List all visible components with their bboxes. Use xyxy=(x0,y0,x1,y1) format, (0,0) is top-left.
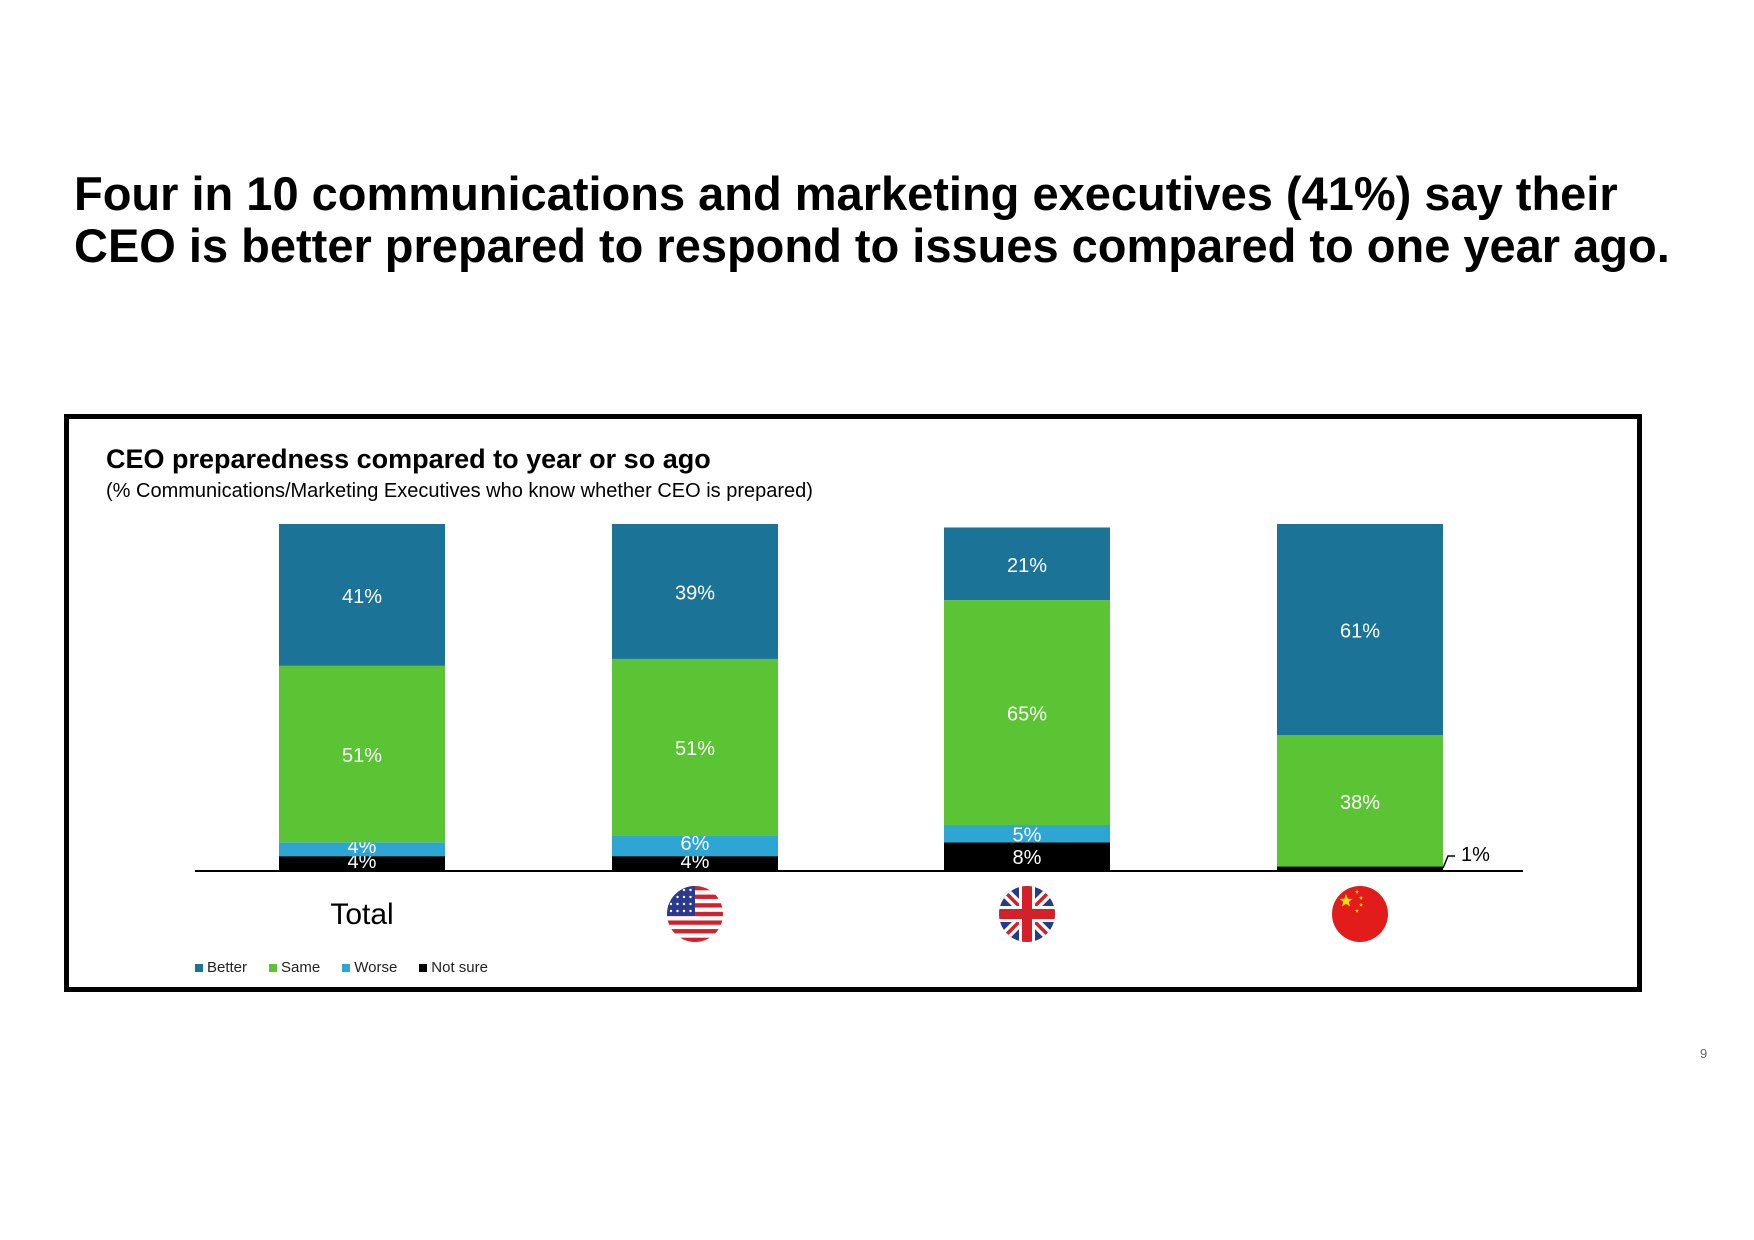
uk-flag-icon xyxy=(999,886,1055,942)
bar-total-worse xyxy=(279,842,445,857)
legend-swatch-not-sure xyxy=(419,963,428,972)
bar-us-same xyxy=(612,658,778,836)
chart-legend: Better Same Worse Not sure xyxy=(195,959,488,976)
bar-china-better xyxy=(1277,524,1443,736)
legend-item-better: Better xyxy=(195,959,247,976)
legend-item-same: Same xyxy=(269,959,320,976)
legend-label-worse: Worse xyxy=(354,959,398,976)
data-label-us-not-sure: 4% xyxy=(681,851,710,873)
bar-us-not-sure xyxy=(612,856,778,870)
bar-uk-worse xyxy=(944,825,1110,843)
category-label-total: Total xyxy=(330,898,393,931)
leader-line-china-not-sure xyxy=(1442,855,1455,869)
data-label-uk-worse: 5% xyxy=(1013,825,1042,847)
bar-us-worse xyxy=(612,835,778,857)
data-label-total-better: 41% xyxy=(342,586,382,608)
legend-item-worse: Worse xyxy=(342,959,397,976)
bar-uk-same xyxy=(944,600,1110,826)
legend-item-not-sure: Not sure xyxy=(419,959,488,976)
bar-uk-better xyxy=(944,527,1110,601)
legend-swatch-same xyxy=(269,963,278,972)
data-label-total-not-sure: 4% xyxy=(348,851,377,873)
headline: Four in 10 communications and marketing … xyxy=(74,168,1714,272)
bar-uk-not-sure xyxy=(944,842,1110,870)
headline-line-1: Four in 10 communications and marketing … xyxy=(74,167,1618,220)
legend-label-same: Same xyxy=(281,959,321,976)
data-label-total-same: 51% xyxy=(342,745,382,767)
legend-label-not-sure: Not sure xyxy=(431,959,488,976)
bar-total-same xyxy=(279,665,445,843)
bar-us-better xyxy=(612,524,778,659)
bar-total-not-sure xyxy=(279,856,445,870)
chart-panel: CEO preparedness compared to year or so … xyxy=(64,414,1642,992)
data-label-china-not-sure: 1% xyxy=(1461,844,1490,866)
chart-subtitle: (% Communications/Marketing Executives w… xyxy=(106,480,813,502)
stacked-bar-chart: 4%4%51%41%4%6%51%39%8%5%65%21%1%38%61%To… xyxy=(195,524,1523,942)
data-label-uk-same: 65% xyxy=(1007,704,1047,726)
data-label-us-better: 39% xyxy=(675,582,715,604)
us-flag-icon xyxy=(667,886,723,942)
chart-title: CEO preparedness compared to year or so … xyxy=(106,444,711,474)
data-label-china-same: 38% xyxy=(1340,792,1380,814)
bar-china-not-sure xyxy=(1277,866,1443,870)
data-label-uk-not-sure: 8% xyxy=(1013,847,1042,869)
headline-line-2: CEO is better prepared to respond to iss… xyxy=(74,219,1670,272)
bar-total-better xyxy=(279,524,445,666)
legend-label-better: Better xyxy=(207,959,248,976)
legend-swatch-better xyxy=(195,963,203,972)
data-label-us-worse: 6% xyxy=(681,833,710,855)
bar-china-same xyxy=(1277,735,1443,867)
data-label-china-better: 61% xyxy=(1340,621,1380,643)
data-label-uk-better: 21% xyxy=(1007,555,1047,577)
china-flag-icon xyxy=(1332,886,1388,942)
data-label-us-same: 51% xyxy=(675,738,715,760)
page-number: 9 xyxy=(1700,1046,1708,1061)
legend-swatch-worse xyxy=(342,963,351,972)
